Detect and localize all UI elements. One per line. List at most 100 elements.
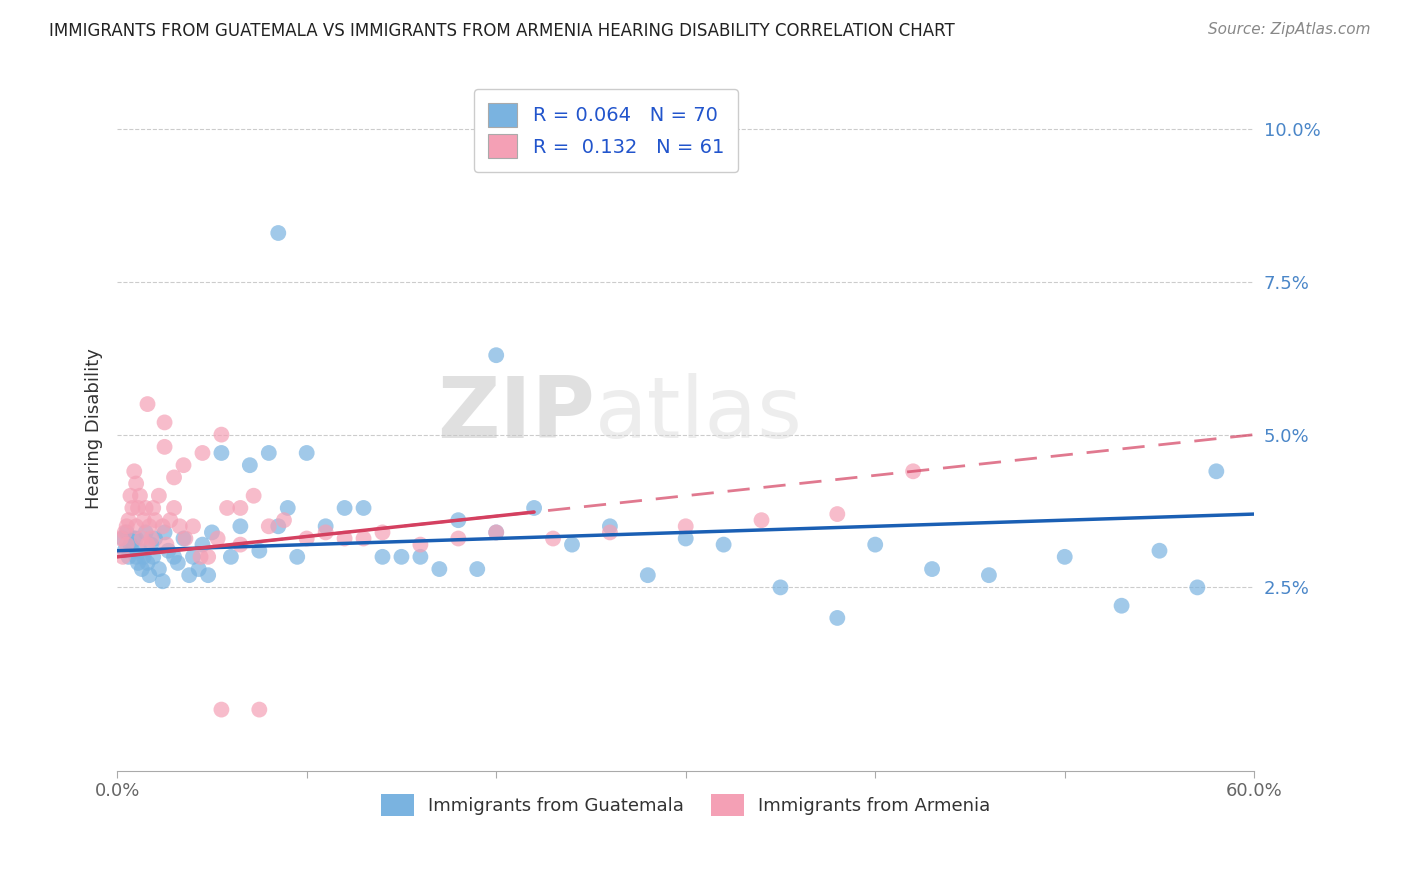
Point <box>127 556 149 570</box>
Point <box>485 525 508 540</box>
Point <box>229 519 252 533</box>
Point <box>142 500 165 515</box>
Point <box>229 500 252 515</box>
Point <box>122 464 145 478</box>
Point <box>190 549 212 564</box>
Point <box>465 562 488 576</box>
Point <box>247 703 270 717</box>
Point <box>138 568 160 582</box>
Point <box>141 532 163 546</box>
Point <box>135 500 157 515</box>
Point <box>827 611 849 625</box>
Point <box>409 538 432 552</box>
Point <box>295 446 318 460</box>
Y-axis label: Hearing Disability: Hearing Disability <box>86 348 103 509</box>
Point <box>174 532 197 546</box>
Point <box>143 513 166 527</box>
Point <box>129 543 152 558</box>
Point <box>181 549 204 564</box>
Text: IMMIGRANTS FROM GUATEMALA VS IMMIGRANTS FROM ARMENIA HEARING DISABILITY CORRELAT: IMMIGRANTS FROM GUATEMALA VS IMMIGRANTS … <box>49 22 955 40</box>
Point <box>163 549 186 564</box>
Point <box>197 549 219 564</box>
Point <box>485 525 508 540</box>
Point <box>125 519 148 533</box>
Point <box>121 543 143 558</box>
Point <box>138 519 160 533</box>
Point <box>713 538 735 552</box>
Point <box>637 568 659 582</box>
Point <box>371 525 394 540</box>
Point <box>163 500 186 515</box>
Point <box>110 532 132 546</box>
Point <box>391 549 413 564</box>
Point <box>599 519 621 533</box>
Point <box>675 519 697 533</box>
Point <box>179 568 201 582</box>
Point <box>143 532 166 546</box>
Point <box>153 416 176 430</box>
Point <box>115 525 138 540</box>
Point <box>136 397 159 411</box>
Point <box>1111 599 1133 613</box>
Point <box>901 464 924 478</box>
Point <box>148 489 170 503</box>
Point <box>114 543 136 558</box>
Point <box>267 519 290 533</box>
Point <box>427 562 450 576</box>
Point <box>751 513 773 527</box>
Point <box>125 476 148 491</box>
Point <box>371 549 394 564</box>
Point <box>122 532 145 546</box>
Point <box>181 519 204 533</box>
Point <box>239 458 262 473</box>
Point <box>247 543 270 558</box>
Point <box>295 532 318 546</box>
Point <box>173 458 195 473</box>
Point <box>447 513 470 527</box>
Point <box>187 562 209 576</box>
Point <box>242 489 264 503</box>
Point <box>115 538 138 552</box>
Point <box>152 519 174 533</box>
Point <box>125 532 148 546</box>
Point <box>207 532 229 546</box>
Point <box>136 538 159 552</box>
Text: Source: ZipAtlas.com: Source: ZipAtlas.com <box>1208 22 1371 37</box>
Point <box>117 513 139 527</box>
Point <box>129 489 152 503</box>
Point <box>523 500 546 515</box>
Point <box>285 549 308 564</box>
Point <box>173 532 195 546</box>
Point <box>1187 581 1209 595</box>
Text: ZIP: ZIP <box>437 374 595 457</box>
Point <box>1053 549 1076 564</box>
Point <box>197 568 219 582</box>
Point <box>277 500 299 515</box>
Point <box>136 556 159 570</box>
Point <box>115 519 138 533</box>
Point <box>111 549 134 564</box>
Point <box>447 532 470 546</box>
Point <box>217 500 239 515</box>
Point <box>675 532 697 546</box>
Point <box>1205 464 1227 478</box>
Legend: Immigrants from Guatemala, Immigrants from Armenia: Immigrants from Guatemala, Immigrants fr… <box>374 787 997 823</box>
Point <box>1149 543 1171 558</box>
Point <box>131 562 153 576</box>
Point <box>127 500 149 515</box>
Text: atlas: atlas <box>595 374 803 457</box>
Point <box>409 549 432 564</box>
Point <box>120 538 142 552</box>
Point <box>163 470 186 484</box>
Point <box>827 507 849 521</box>
Point <box>541 532 564 546</box>
Point <box>561 538 583 552</box>
Point <box>153 525 176 540</box>
Point <box>209 703 232 717</box>
Point <box>191 538 214 552</box>
Point <box>229 538 252 552</box>
Point <box>485 348 508 362</box>
Point <box>117 549 139 564</box>
Point <box>148 562 170 576</box>
Point <box>191 446 214 460</box>
